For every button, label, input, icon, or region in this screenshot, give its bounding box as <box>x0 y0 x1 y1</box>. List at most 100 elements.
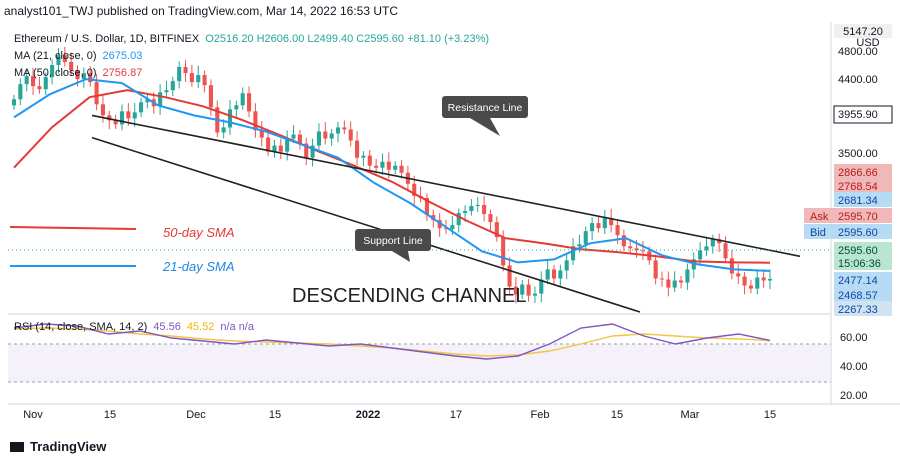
ma21-line <box>13 78 771 272</box>
candle-body <box>145 99 150 103</box>
candle-body <box>266 137 271 152</box>
candle-body <box>456 213 461 226</box>
price-tag-bg <box>834 272 892 287</box>
candle-body <box>742 276 747 286</box>
candle-body <box>482 204 487 215</box>
candle-body <box>62 54 67 62</box>
candle-body <box>748 285 753 289</box>
candle-body <box>571 246 576 261</box>
candle-body <box>463 211 468 214</box>
candle-body <box>234 105 239 110</box>
tv-icon <box>10 442 24 452</box>
price-tag: 2267.33 <box>838 304 878 316</box>
price-tag-bg <box>834 242 892 257</box>
candle-body <box>183 67 188 74</box>
candle-body <box>507 265 512 287</box>
candle-body <box>259 130 264 138</box>
candle-body <box>119 111 125 125</box>
candle-body <box>50 65 55 78</box>
candle-body <box>755 277 760 289</box>
time-tick-2022: 2022 <box>356 409 380 421</box>
highlight-price-tag <box>833 105 893 124</box>
candle-body <box>202 75 207 86</box>
candle-body <box>18 84 23 100</box>
publish-header: analyst101_TWJ published on TradingView.… <box>4 4 398 18</box>
support-label: Support Line <box>363 235 423 247</box>
support-line <box>91 136 641 313</box>
candle-body <box>736 273 741 277</box>
candle-body <box>653 260 658 279</box>
rsi-axis: 60.00 40.00 20.00 <box>840 332 868 402</box>
candle-body <box>609 218 614 226</box>
candle-body <box>393 165 398 170</box>
candle-body <box>272 145 277 152</box>
candle-body <box>240 93 245 106</box>
sma21-annotation: 21-day SMA <box>162 259 235 274</box>
time-tick-feb15: 15 <box>611 409 623 421</box>
candle-body <box>488 214 493 223</box>
candle-body <box>323 131 328 139</box>
candle-body <box>443 228 449 230</box>
ma50-line <box>13 89 771 264</box>
candle-body <box>291 134 296 139</box>
price-tag: 2866.66 <box>838 167 878 179</box>
price-tag-bg <box>834 208 892 223</box>
price-tick-4400: 4400.00 <box>838 74 878 86</box>
price-tag: 2468.57 <box>838 290 878 302</box>
price-tag: 2595.60 <box>838 227 878 239</box>
candle-body <box>666 279 671 288</box>
candle-body <box>412 183 417 196</box>
price-tag: 15:06:36 <box>838 258 881 270</box>
candle-body <box>126 111 131 119</box>
candle-body <box>69 61 74 71</box>
sma50-legend-line <box>9 226 137 230</box>
time-tick-feb: Feb <box>531 409 550 421</box>
candle-body <box>278 145 283 152</box>
candle-body <box>577 244 582 247</box>
candle-body <box>247 93 252 112</box>
candle-body <box>56 54 61 66</box>
channel-annotation: DESCENDING CHANNEL <box>292 285 526 307</box>
currency-label: USD <box>856 37 879 49</box>
candle-body <box>545 269 550 280</box>
price-tag: 2477.14 <box>838 275 878 287</box>
candle-body <box>11 99 17 106</box>
candle-body <box>424 197 429 216</box>
candle-body <box>158 92 163 107</box>
candle-body <box>761 277 766 281</box>
candle-body <box>659 278 665 280</box>
price-tick-4800: 4800.00 <box>838 46 878 58</box>
rsi-tick-60: 60.00 <box>840 332 868 344</box>
candle-body <box>208 85 213 108</box>
tradingview-logo[interactable]: TradingView <box>10 434 106 460</box>
candle-body <box>316 131 321 146</box>
candle-body <box>189 73 194 83</box>
ma21-legend: MA (21, close, 0) 2675.03 <box>14 50 142 62</box>
candle-body <box>361 155 366 158</box>
rsi-tick-40: 40.00 <box>840 361 868 373</box>
candle-body <box>558 270 563 279</box>
price-tag-bg <box>834 287 892 302</box>
candle-body <box>685 269 690 283</box>
price-tag: 2595.70 <box>838 211 878 223</box>
time-tick-dec: Dec <box>186 409 206 421</box>
candle-body <box>469 205 474 212</box>
candle-body <box>621 235 626 247</box>
candle-body <box>399 165 404 173</box>
candle-body <box>348 129 353 141</box>
price-tag-bg <box>834 164 892 179</box>
candle-body <box>532 293 537 296</box>
price-highlight-label: 3955.90 <box>838 109 878 121</box>
candle-body <box>717 239 722 244</box>
candle-body <box>132 112 137 119</box>
candle-body <box>539 279 544 294</box>
candle-body <box>437 220 442 229</box>
candle-body <box>386 161 391 170</box>
candle-body <box>501 237 506 266</box>
candle-body <box>227 109 233 128</box>
candle-body <box>24 76 29 85</box>
candle-body <box>100 104 105 116</box>
candle-body <box>710 239 715 247</box>
price-tick-3500: 3500.00 <box>838 148 878 160</box>
